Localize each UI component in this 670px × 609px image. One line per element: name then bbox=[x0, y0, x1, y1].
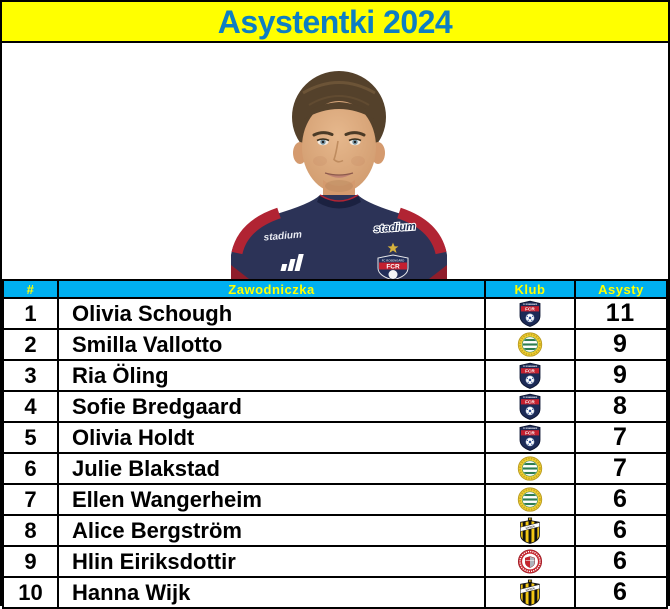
title-bar: Asystentki 2024 bbox=[2, 2, 668, 43]
rank-cell: 10 bbox=[2, 576, 59, 609]
assists-cell: 9 bbox=[574, 328, 668, 361]
star-icon bbox=[387, 242, 399, 254]
table-row: 4 Sofie Bredgaard 8 bbox=[2, 390, 668, 423]
hammarby-club-logo bbox=[513, 331, 547, 358]
assists-cell: 7 bbox=[574, 452, 668, 485]
player-cell: Smilla Vallotto bbox=[57, 328, 486, 361]
hammarby-club-logo bbox=[513, 455, 547, 482]
table-header-row: # Zawodniczka Klub Asysty bbox=[2, 279, 668, 299]
club-cell bbox=[484, 390, 576, 423]
club-cell bbox=[484, 514, 576, 547]
face bbox=[302, 101, 376, 193]
kristianstad-club-logo bbox=[513, 548, 547, 575]
assists-cell: 6 bbox=[574, 483, 668, 516]
club-cell bbox=[484, 545, 576, 578]
page-title: Asystentki 2024 bbox=[217, 3, 453, 40]
table-wrap: # Zawodniczka Klub Asysty 1 Olivia Schou… bbox=[2, 279, 668, 609]
assists-cell: 6 bbox=[574, 514, 668, 547]
rank-cell: 8 bbox=[2, 514, 59, 547]
rank-cell: 3 bbox=[2, 359, 59, 392]
assists-cell: 7 bbox=[574, 421, 668, 454]
hammarby-club-logo bbox=[513, 486, 547, 513]
rank-cell: 2 bbox=[2, 328, 59, 361]
table-row: 1 Olivia Schough 11 bbox=[2, 297, 668, 330]
crest-text: FCR bbox=[386, 263, 400, 270]
col-header-rank: # bbox=[2, 279, 59, 299]
rank-cell: 9 bbox=[2, 545, 59, 578]
rank-cell: 6 bbox=[2, 452, 59, 485]
table-row: 9 Hlin Eiriksdottir 6 bbox=[2, 545, 668, 578]
player-cell: Alice Bergström bbox=[57, 514, 486, 547]
hacken-club-logo bbox=[513, 579, 547, 606]
fcr-club-logo bbox=[513, 300, 547, 327]
jersey: stadium stadium FC ROSENGÅRD FCR bbox=[231, 194, 447, 279]
player-cell: Sofie Bredgaard bbox=[57, 390, 486, 423]
player-photo-area: stadium stadium FC ROSENGÅRD FCR bbox=[2, 43, 668, 279]
club-cell bbox=[484, 359, 576, 392]
club-cell bbox=[484, 452, 576, 485]
player-cell: Olivia Holdt bbox=[57, 421, 486, 454]
player-cell: Julie Blakstad bbox=[57, 452, 486, 485]
fcr-club-logo bbox=[513, 424, 547, 451]
red-shoulder-left bbox=[231, 207, 281, 255]
table-row: 7 Ellen Wangerheim 6 bbox=[2, 483, 668, 516]
crest-top-text: FC ROSENGÅRD bbox=[382, 257, 405, 262]
rank-cell: 4 bbox=[2, 390, 59, 423]
assists-table: # Zawodniczka Klub Asysty 1 Olivia Schou… bbox=[2, 279, 668, 609]
adidas-logo bbox=[280, 254, 304, 271]
fcr-club-logo bbox=[513, 362, 547, 389]
table-row: 5 Olivia Holdt 7 bbox=[2, 421, 668, 454]
col-header-player: Zawodniczka bbox=[57, 279, 486, 299]
fcr-club-logo bbox=[513, 393, 547, 420]
rank-cell: 5 bbox=[2, 421, 59, 454]
rank-cell: 1 bbox=[2, 297, 59, 330]
club-cell bbox=[484, 328, 576, 361]
lips bbox=[325, 173, 353, 178]
player-cell: Hanna Wijk bbox=[57, 576, 486, 609]
table-row: 8 Alice Bergström 6 bbox=[2, 514, 668, 547]
rank-cell: 7 bbox=[2, 483, 59, 516]
table-row: 6 Julie Blakstad 7 bbox=[2, 452, 668, 485]
red-shoulder-right bbox=[397, 207, 447, 255]
table-body: 1 Olivia Schough 11 2 Smilla Vallotto 9 … bbox=[2, 297, 668, 609]
assists-cell: 6 bbox=[574, 576, 668, 609]
table-row: 2 Smilla Vallotto 9 bbox=[2, 328, 668, 361]
player-cell: Olivia Schough bbox=[57, 297, 486, 330]
col-header-assists: Asysty bbox=[574, 279, 668, 299]
club-cell bbox=[484, 297, 576, 330]
assists-cell: 9 bbox=[574, 359, 668, 392]
club-cell bbox=[484, 576, 576, 609]
col-header-club: Klub bbox=[484, 279, 576, 299]
assists-cell: 8 bbox=[574, 390, 668, 423]
nose bbox=[333, 140, 344, 163]
club-cell bbox=[484, 421, 576, 454]
player-cell: Hlin Eiriksdottir bbox=[57, 545, 486, 578]
player-cell: Ria Öling bbox=[57, 359, 486, 392]
assists-cell: 11 bbox=[574, 297, 668, 330]
club-cell bbox=[484, 483, 576, 516]
table-row: 10 Hanna Wijk 6 bbox=[2, 576, 668, 609]
eyebrow-left bbox=[312, 131, 334, 137]
fcr-crest: FC ROSENGÅRD FCR bbox=[377, 254, 409, 279]
eyebrow-right bbox=[344, 131, 366, 137]
player-portrait: stadium stadium FC ROSENGÅRD FCR bbox=[231, 71, 447, 279]
hacken-club-logo bbox=[513, 517, 547, 544]
table-row: 3 Ria Öling 9 bbox=[2, 359, 668, 392]
jersey-text-left: stadium bbox=[263, 229, 302, 243]
assists-cell: 6 bbox=[574, 545, 668, 578]
player-cell: Ellen Wangerheim bbox=[57, 483, 486, 516]
jersey-text-right: stadium bbox=[373, 221, 416, 236]
